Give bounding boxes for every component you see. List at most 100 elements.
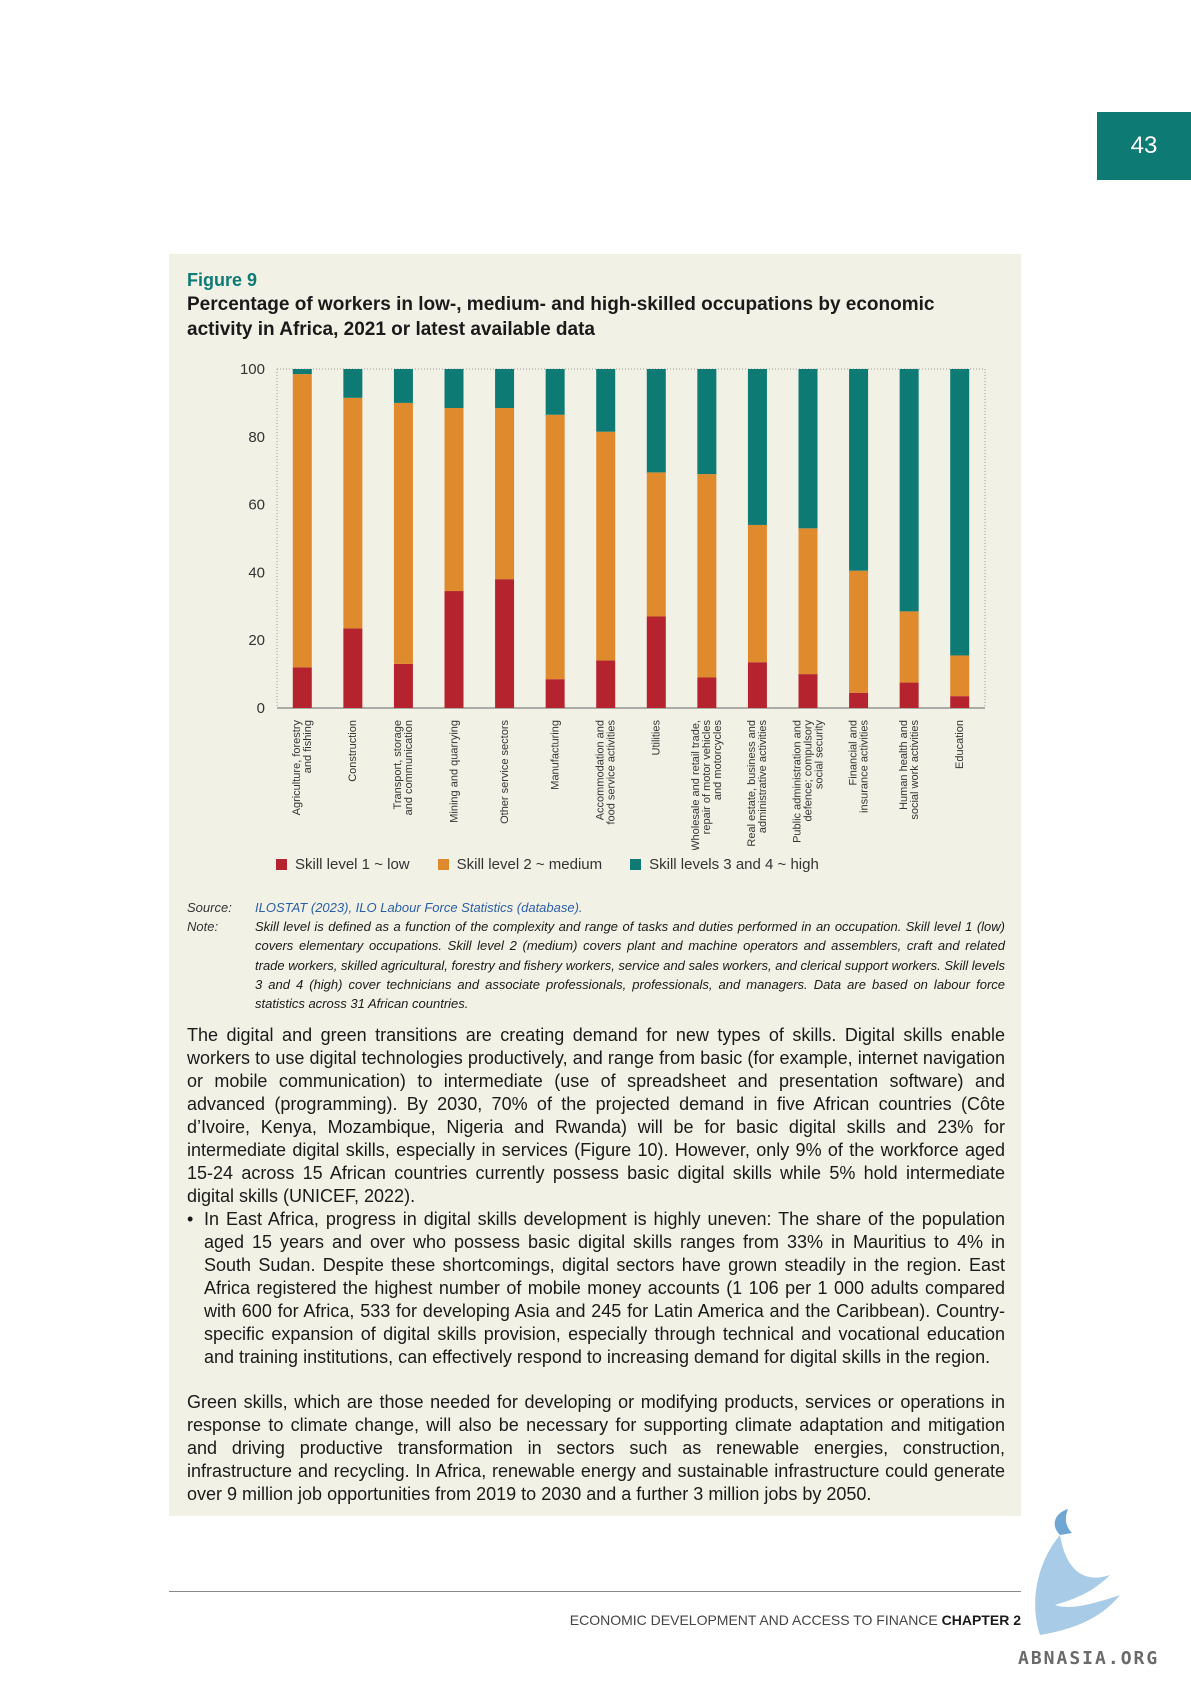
footer-text: ECONOMIC DEVELOPMENT AND ACCESS TO FINAN…	[569, 1612, 938, 1628]
bar-segment	[697, 474, 717, 678]
chart-legend: Skill level 1 ~ low Skill level 2 ~ medi…	[276, 856, 819, 873]
bar-segment	[950, 655, 970, 697]
bar-segment	[292, 369, 312, 375]
footer-rule	[169, 1591, 1021, 1592]
bar-segment	[697, 677, 717, 708]
x-tick-label: Transport, storage and communication	[392, 720, 415, 815]
footer-chapter: CHAPTER 2	[941, 1612, 1021, 1628]
bullet-dot: •	[187, 1209, 194, 1229]
x-tick-label: Utilities	[651, 720, 663, 756]
note-row: Note: Skill level is defined as a functi…	[187, 917, 1005, 1013]
legend-label-medium: Skill level 2 ~ medium	[456, 856, 603, 873]
bar-segment	[596, 431, 616, 661]
x-tick-label-line: Agriculture, forestry	[291, 720, 303, 816]
legend-item-high: Skill levels 3 and 4 ~ high	[630, 856, 819, 873]
bar-segment	[444, 369, 464, 408]
bar-segment	[292, 374, 312, 668]
note-text: Skill level is defined as a function of …	[255, 919, 1005, 1012]
bar-segment	[495, 369, 515, 408]
y-tick-label: 100	[240, 361, 265, 378]
x-tick-label-line: insurance activities	[858, 720, 870, 813]
page-footer: ECONOMIC DEVELOPMENT AND ACCESS TO FINAN…	[570, 1612, 1021, 1628]
bar-segment	[495, 579, 515, 708]
bar-segment	[899, 369, 919, 612]
x-tick-label-line: Human health and	[898, 720, 910, 810]
bar-segment	[646, 369, 666, 473]
stacked-bar-chart: 0 20 40 60 80 100 Agriculture, forestry and fis…	[240, 361, 986, 850]
x-tick-label: Manufacturing	[549, 720, 561, 790]
x-tick-label-line: Education	[954, 720, 966, 769]
bar-segment	[798, 369, 818, 529]
x-tick-label-line: administrative activities	[757, 720, 769, 834]
bar-segment	[849, 692, 869, 708]
source-row: Source: ILOSTAT (2023), ILO Labour Force…	[187, 898, 1005, 917]
bar-segment	[697, 369, 717, 475]
bar-segment	[899, 682, 919, 708]
legend-swatch-medium	[437, 859, 449, 870]
bullet-text: In East Africa, progress in digital skil…	[204, 1209, 1005, 1367]
source-link[interactable]: ILOSTAT (2023), ILO Labour Force Statist…	[255, 900, 583, 915]
bar-segment	[950, 696, 970, 708]
x-tick-label-line: Real estate, business and	[746, 720, 758, 847]
x-tick-label-line: Mining and quarrying	[448, 720, 460, 823]
body-paragraph-2: Green skills, which are those needed for…	[187, 1392, 1005, 1504]
y-tick-label: 20	[248, 632, 265, 649]
bar-segment	[444, 407, 464, 592]
bar-segment	[545, 679, 565, 708]
watermark-text: ABNASIA.ORG	[1018, 1648, 1160, 1669]
bar-segment	[444, 591, 464, 708]
figure-label: Figure 9	[187, 270, 258, 290]
y-tick-label: 80	[248, 429, 265, 446]
bar-segment	[596, 369, 616, 432]
bar-segment	[646, 472, 666, 617]
x-tick-label: Accommodation and food service activities	[595, 720, 618, 825]
bar-segment	[899, 611, 919, 683]
x-tick-label: Other service sectors	[499, 720, 511, 824]
legend-item-low: Skill level 1 ~ low	[276, 856, 410, 873]
y-tick-label: 40	[248, 564, 265, 581]
legend-item-medium: Skill level 2 ~ medium	[437, 856, 603, 873]
x-tick-label: Education	[954, 720, 966, 769]
bar-segment	[646, 616, 666, 708]
bar-segment	[545, 369, 565, 415]
x-tick-label-line: social work activities	[909, 720, 921, 820]
x-tick-label-line: Utilities	[651, 720, 663, 756]
x-tick-label-line: and motorcycles	[712, 720, 724, 801]
bar-segment	[849, 570, 869, 693]
bar-segment	[495, 407, 515, 580]
bar-segment	[343, 628, 363, 708]
x-tick-label: Construction	[347, 720, 359, 782]
legend-swatch-low	[276, 859, 287, 870]
figure-notes: Source: ILOSTAT (2023), ILO Labour Force…	[187, 898, 1005, 1013]
figure-title: Percentage of workers in low-, medium- a…	[187, 294, 935, 340]
bar-segment	[747, 524, 767, 663]
bar-segment	[798, 674, 818, 708]
x-tick-label-line: social security	[813, 720, 825, 790]
x-tick-label-line: Wholesale and retail trade,	[690, 720, 702, 850]
bar-segment	[798, 528, 818, 675]
bar-segment	[596, 660, 616, 708]
page-number: 43	[1097, 112, 1191, 180]
note-key: Note:	[187, 919, 219, 935]
bar-segment	[747, 369, 767, 525]
x-tick-label: Mining and quarrying	[448, 720, 460, 823]
bar-segment	[545, 414, 565, 680]
legend-label-low: Skill level 1 ~ low	[295, 856, 410, 873]
x-tick-label-line: and fishing	[302, 720, 314, 773]
bird-logo-icon	[1035, 1509, 1120, 1635]
y-tick-label: 0	[257, 700, 265, 717]
y-tick-label: 60	[248, 497, 265, 514]
bar-segment	[849, 369, 869, 571]
x-tick-label-line: Other service sectors	[499, 720, 511, 824]
x-tick-label: Financial and insurance activities	[847, 720, 870, 813]
bar-segment	[393, 663, 413, 708]
bar-segment	[343, 397, 363, 629]
x-tick-label: Public administration and defence; compul…	[791, 720, 825, 843]
x-tick-label-line: Transport, storage	[392, 720, 404, 809]
source-key: Source:	[187, 900, 232, 915]
x-tick-label-line: repair of motor vehicles	[701, 720, 713, 835]
x-tick-label-line: Manufacturing	[549, 720, 561, 790]
x-tick-label: Human health and social work activities	[898, 720, 921, 820]
x-tick-label: Real estate, business and administrative …	[746, 720, 769, 847]
x-tick-label-line: Construction	[347, 720, 359, 782]
